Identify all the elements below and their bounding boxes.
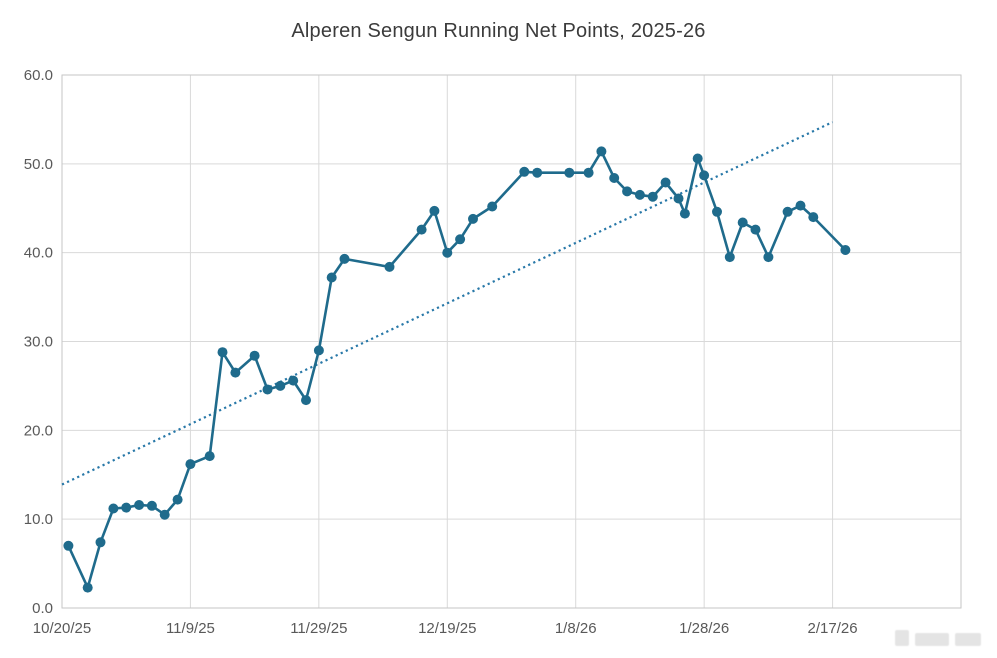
data-point-marker bbox=[313, 345, 324, 356]
data-point-marker bbox=[596, 146, 607, 157]
data-point-marker bbox=[840, 245, 851, 255]
data-point-marker bbox=[699, 170, 710, 181]
data-point-marker bbox=[487, 201, 498, 212]
x-tick-label: 1/8/26 bbox=[555, 620, 597, 637]
x-tick-label: 1/28/26 bbox=[679, 620, 729, 637]
data-point-marker bbox=[217, 347, 228, 358]
data-point-marker bbox=[275, 380, 286, 391]
data-point-marker bbox=[416, 224, 427, 235]
y-tick-label: 30.0 bbox=[24, 334, 53, 351]
data-point-marker bbox=[442, 247, 453, 258]
data-point-marker bbox=[429, 205, 440, 216]
data-point-marker bbox=[288, 375, 299, 386]
data-point-marker bbox=[108, 503, 119, 514]
data-point-marker bbox=[692, 153, 703, 164]
data-point-marker bbox=[121, 502, 132, 513]
data-point-marker bbox=[673, 193, 684, 204]
data-point-marker bbox=[782, 206, 793, 217]
y-tick-label: 10.0 bbox=[24, 511, 53, 528]
data-point-marker bbox=[712, 206, 722, 217]
data-point-marker bbox=[172, 494, 183, 505]
data-point-marker bbox=[339, 253, 350, 264]
watermark-glyph bbox=[895, 630, 909, 646]
plot-border bbox=[61, 74, 962, 609]
watermark-glyph bbox=[955, 633, 981, 646]
watermark-glyph bbox=[915, 633, 949, 646]
y-tick-label: 50.0 bbox=[24, 156, 53, 173]
data-point-marker bbox=[519, 166, 530, 177]
watermark bbox=[895, 630, 981, 646]
trend-line bbox=[61, 121, 834, 486]
x-tick-label: 11/29/25 bbox=[290, 620, 347, 637]
data-point-marker bbox=[468, 213, 478, 224]
data-point-marker bbox=[660, 177, 671, 188]
data-point-marker bbox=[532, 167, 543, 178]
data-point-marker bbox=[204, 451, 215, 462]
x-tick-label: 11/9/25 bbox=[166, 620, 215, 637]
chart-title: Alperen Sengun Running Net Points, 2025-… bbox=[291, 20, 706, 42]
x-tick-label: 10/20/25 bbox=[33, 620, 91, 637]
y-tick-label: 40.0 bbox=[24, 245, 53, 262]
data-point-marker bbox=[750, 224, 761, 235]
data-point-marker bbox=[159, 509, 170, 520]
y-tick-label: 0.0 bbox=[32, 600, 53, 617]
data-point-marker bbox=[737, 217, 748, 228]
data-point-marker bbox=[609, 173, 620, 183]
data-point-marker bbox=[82, 582, 93, 593]
data-point-marker bbox=[146, 500, 157, 511]
data-point-marker bbox=[763, 252, 774, 263]
data-point-marker bbox=[647, 191, 658, 202]
data-point-marker bbox=[634, 189, 645, 200]
series-line bbox=[67, 150, 847, 589]
data-point-marker bbox=[262, 384, 273, 395]
data-point-marker bbox=[724, 252, 735, 263]
data-point-marker bbox=[230, 367, 241, 378]
data-point-marker bbox=[185, 459, 196, 470]
data-point-marker bbox=[564, 167, 575, 178]
data-point-marker bbox=[63, 540, 74, 551]
data-point-marker bbox=[326, 272, 337, 283]
data-point-marker bbox=[455, 234, 466, 245]
data-point-marker bbox=[622, 186, 633, 197]
data-point-marker bbox=[808, 212, 819, 223]
data-point-marker bbox=[384, 261, 395, 272]
data-point-marker bbox=[583, 167, 594, 178]
data-point-marker bbox=[795, 200, 806, 211]
y-tick-label: 20.0 bbox=[24, 422, 53, 439]
data-point-marker bbox=[679, 208, 690, 219]
data-point-marker bbox=[95, 537, 106, 548]
data-point-marker bbox=[134, 500, 145, 510]
x-tick-label: 12/19/25 bbox=[418, 620, 476, 637]
data-point-marker bbox=[249, 350, 260, 361]
x-tick-label: 2/17/26 bbox=[808, 620, 858, 637]
y-tick-label: 60.0 bbox=[24, 67, 53, 84]
data-point-marker bbox=[301, 395, 311, 406]
